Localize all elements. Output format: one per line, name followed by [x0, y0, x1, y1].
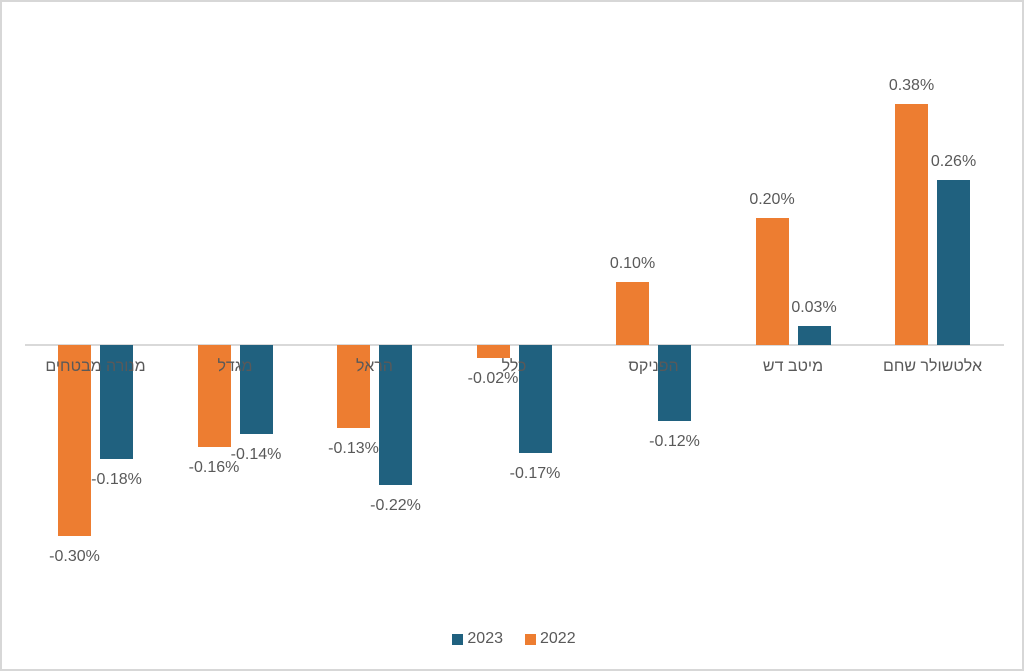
- bar-2023: [797, 325, 831, 345]
- data-label-2023: -0.18%: [91, 471, 142, 489]
- legend-item-2022: 2022: [525, 630, 576, 648]
- legend-swatch-2023-icon: [452, 633, 464, 645]
- bar-2023: [379, 345, 412, 485]
- category-label: כלל: [501, 358, 527, 375]
- category-label: הראל: [356, 358, 393, 375]
- category-label: מיטב דש: [762, 358, 824, 375]
- data-label-2023: -0.12%: [649, 433, 700, 451]
- data-label-2022: 0.10%: [609, 254, 656, 272]
- data-label-2022: 0.38%: [888, 76, 935, 94]
- bar-2023: [658, 345, 691, 422]
- legend: 2023 2022: [2, 630, 1022, 648]
- data-label-2022: 0.20%: [749, 191, 795, 208]
- data-label-2022: -0.02%: [467, 369, 519, 387]
- bar-2022: [895, 103, 928, 345]
- category-label: מגדל: [217, 358, 253, 375]
- legend-label-2023: 2023: [467, 630, 503, 647]
- data-label-2023: -0.22%: [370, 496, 421, 514]
- legend-swatch-2022-icon: [525, 633, 536, 645]
- bar-2022: [616, 281, 649, 345]
- bar-2022: [337, 345, 370, 428]
- bar-2023: [239, 345, 273, 434]
- plot-area: מנורה מבטחים -0.30% -0.18% מגדל -0.16% -0.14%…: [2, 2, 1022, 602]
- data-label-2023: -0.14%: [230, 445, 282, 463]
- legend-item-2023: 2023: [452, 630, 503, 648]
- bar-2022: [755, 218, 789, 345]
- category-label: אלטשולר שחם: [882, 358, 982, 375]
- data-label-2023: 0.26%: [930, 152, 977, 170]
- category-label: הפניקס: [628, 358, 679, 375]
- bar-2023: [518, 345, 552, 453]
- bar-2022: [197, 345, 231, 447]
- bar-2023: [100, 345, 133, 460]
- data-label-2022: -0.30%: [49, 547, 100, 565]
- category-label: מנורה מבטחים: [45, 358, 146, 375]
- bar-2023: [937, 179, 970, 345]
- data-label-2022: -0.16%: [188, 458, 240, 476]
- legend-label-2022: 2022: [540, 630, 576, 647]
- data-label-2022: -0.13%: [328, 439, 379, 457]
- data-label-2023: -0.17%: [509, 464, 561, 482]
- x-axis-line: [25, 344, 1004, 346]
- data-label-2023: 0.03%: [791, 298, 837, 316]
- bar-2022: [58, 345, 91, 536]
- bar-2022: [476, 345, 510, 358]
